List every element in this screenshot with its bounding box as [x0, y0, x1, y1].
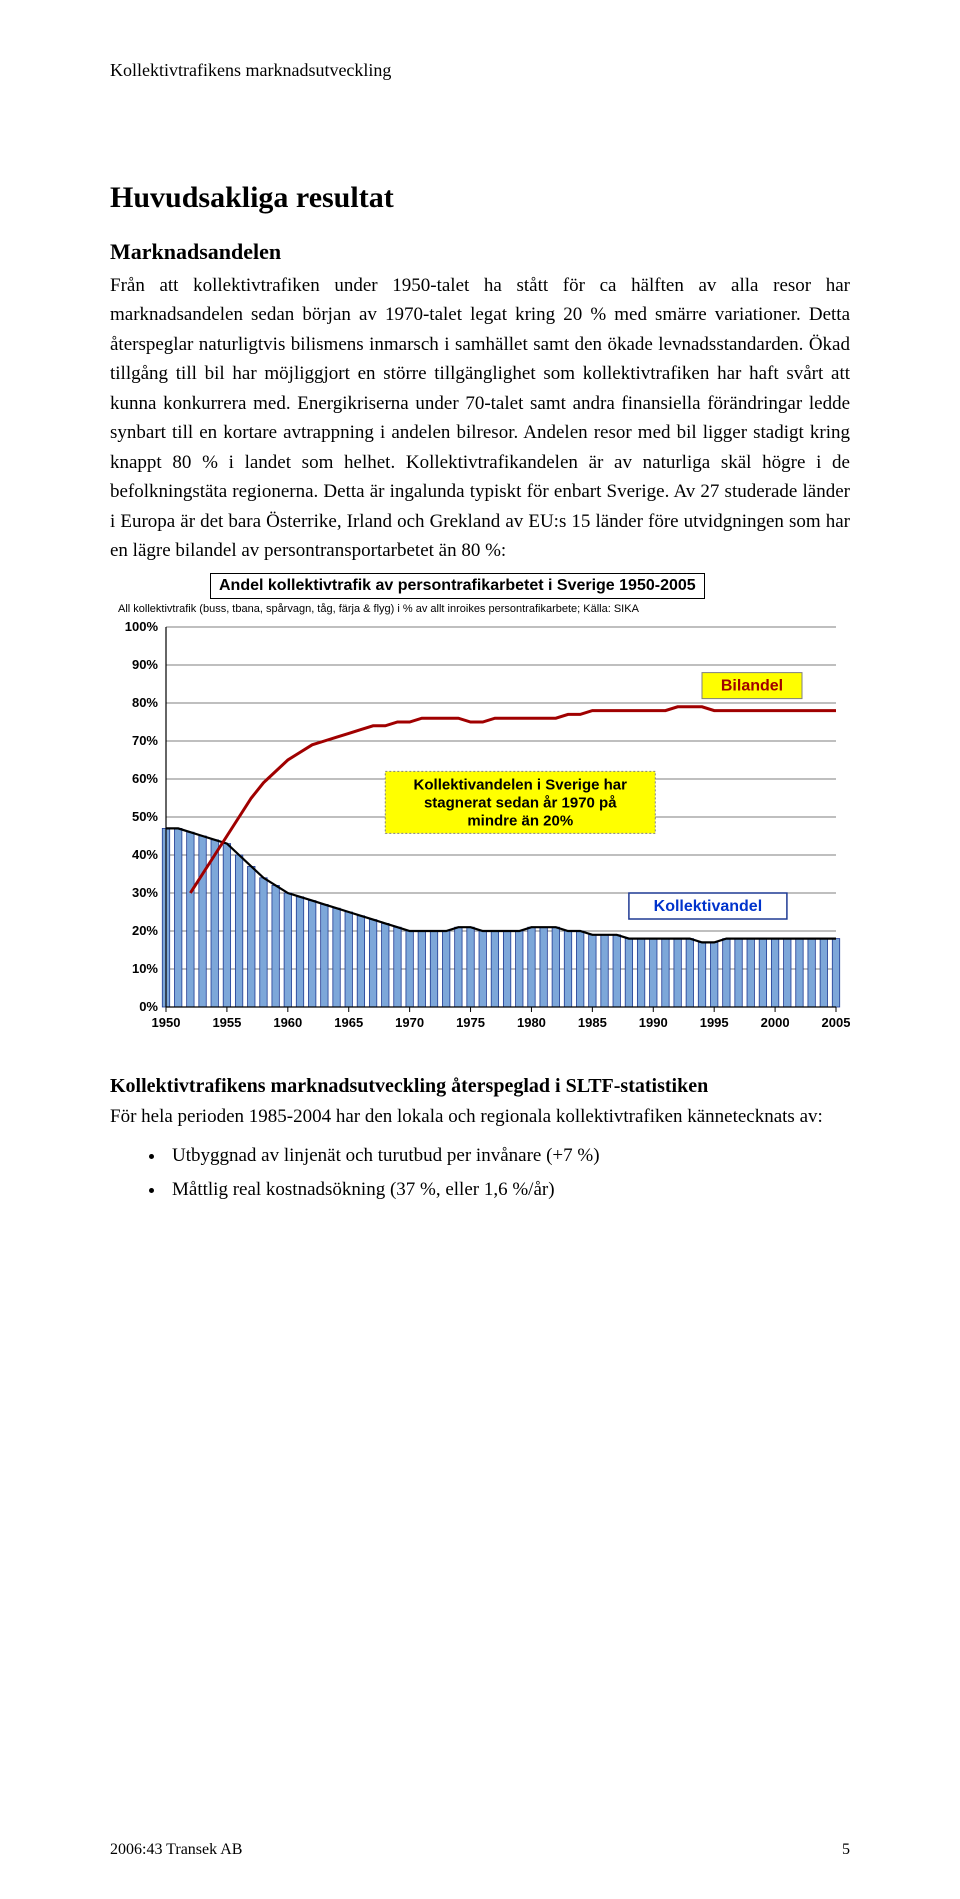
svg-text:Kollektivandel: Kollektivandel	[654, 898, 762, 915]
svg-text:80%: 80%	[132, 695, 158, 710]
svg-text:stagnerat sedan år 1970 på: stagnerat sedan år 1970 på	[424, 795, 617, 812]
paragraph-2: För hela perioden 1985-2004 har den loka…	[110, 1102, 850, 1131]
svg-text:1950: 1950	[152, 1015, 181, 1030]
bullet-item: Måttlig real kostnadsökning (37 %, eller…	[166, 1174, 850, 1206]
svg-text:50%: 50%	[132, 809, 158, 824]
svg-text:90%: 90%	[132, 657, 158, 672]
page-footer: 2006:43 Transek AB 5	[110, 1841, 850, 1859]
svg-text:1985: 1985	[578, 1015, 607, 1030]
svg-text:1975: 1975	[456, 1015, 485, 1030]
running-header: Kollektivtrafikens marknadsutveckling	[110, 60, 850, 81]
paragraph-1: Från att kollektivtrafiken under 1950-ta…	[110, 271, 850, 565]
svg-text:2005: 2005	[822, 1015, 850, 1030]
bullet-item: Utbyggnad av linjenät och turutbud per i…	[166, 1140, 850, 1172]
svg-text:60%: 60%	[132, 771, 158, 786]
svg-text:100%: 100%	[125, 619, 159, 634]
svg-text:1990: 1990	[639, 1015, 668, 1030]
svg-text:2000: 2000	[761, 1015, 790, 1030]
bullet-list: Utbyggnad av linjenät och turutbud per i…	[110, 1140, 850, 1207]
combo-chart: 0% 10% 20% 30% 40% 50% 60% 70% 80% 90% 100% 1950 195…	[110, 617, 850, 1057]
svg-text:1970: 1970	[395, 1015, 424, 1030]
svg-text:1960: 1960	[273, 1015, 302, 1030]
chart-subtitle: All kollektivtrafik (buss, tbana, spårva…	[118, 603, 850, 615]
footer-left: 2006:43 Transek AB	[110, 1841, 242, 1859]
heading-sub-marknadsandelen: Marknadsandelen	[110, 239, 850, 265]
svg-text:mindre än 20%: mindre än 20%	[467, 813, 573, 830]
heading-sub-sltf: Kollektivtrafikens marknadsutveckling åt…	[110, 1075, 850, 1098]
chart-title: Andel kollektivtrafik av persontrafikarb…	[210, 573, 705, 599]
svg-text:Kollektivandelen i Sverige har: Kollektivandelen i Sverige har	[414, 777, 628, 794]
svg-text:1955: 1955	[212, 1015, 241, 1030]
svg-text:1965: 1965	[334, 1015, 363, 1030]
footer-page-number: 5	[842, 1841, 850, 1859]
svg-text:20%: 20%	[132, 923, 158, 938]
svg-text:30%: 30%	[132, 885, 158, 900]
svg-text:0%: 0%	[139, 999, 158, 1014]
svg-text:1980: 1980	[517, 1015, 546, 1030]
chart-container: Andel kollektivtrafik av persontrafikarb…	[110, 573, 850, 1057]
svg-text:Bilandel: Bilandel	[721, 678, 783, 695]
svg-text:10%: 10%	[132, 961, 158, 976]
svg-text:1995: 1995	[700, 1015, 729, 1030]
svg-text:40%: 40%	[132, 847, 158, 862]
page: Kollektivtrafikens marknadsutveckling Hu…	[0, 0, 960, 1899]
svg-text:70%: 70%	[132, 733, 158, 748]
heading-main: Huvudsakliga resultat	[110, 181, 850, 215]
